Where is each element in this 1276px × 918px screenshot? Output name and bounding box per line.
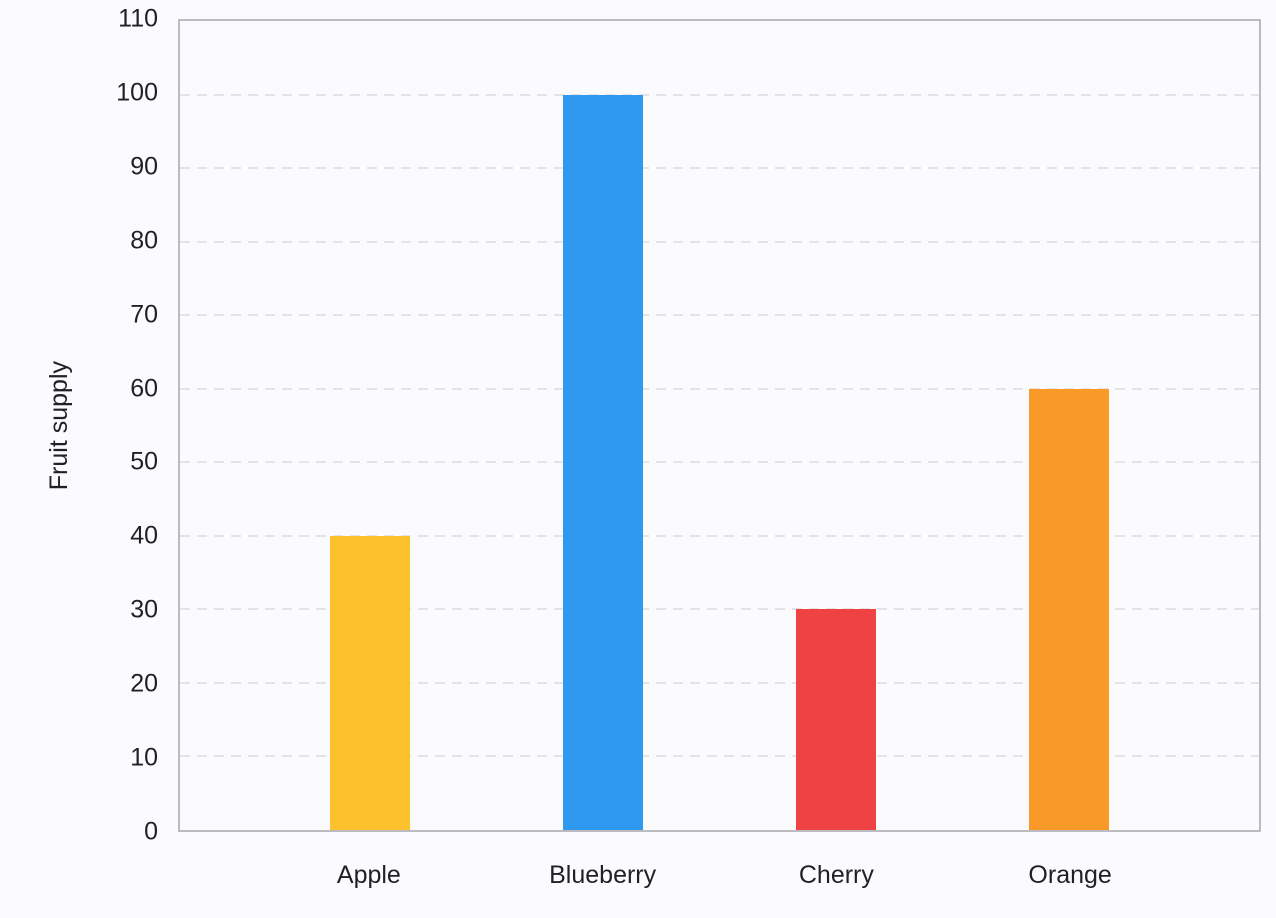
y-tick-label: 100: [116, 78, 158, 107]
bar-apple: [330, 535, 411, 830]
gridline: [180, 681, 1259, 684]
bar-slot: [487, 21, 720, 830]
bar-slot: [254, 21, 487, 830]
gridline: [180, 387, 1259, 390]
y-tick-label: 110: [118, 4, 158, 33]
gridline: [180, 93, 1259, 96]
gridline: [180, 755, 1259, 758]
x-tick-label: Cherry: [798, 861, 874, 889]
y-tick-label: 30: [130, 595, 158, 624]
bar-slot: [720, 21, 953, 830]
bars: [180, 21, 1259, 830]
x-tick-label: Blueberry: [549, 861, 657, 889]
y-tick-label: 90: [130, 152, 158, 181]
x-tick-label: Orange: [1028, 861, 1112, 889]
gridline: [180, 461, 1259, 464]
bar-orange: [1028, 388, 1109, 830]
y-tick-label: 60: [130, 374, 158, 403]
bar-blueberry: [563, 94, 644, 830]
bar-slot: [952, 21, 1185, 830]
y-tick-label: 20: [130, 669, 158, 698]
y-tick-label: 50: [130, 447, 158, 476]
gridline: [180, 240, 1259, 243]
gridline: [180, 608, 1259, 611]
y-tick-label: 0: [144, 817, 158, 846]
y-tick-label: 40: [130, 521, 158, 550]
y-tick-label: 10: [130, 743, 158, 772]
plot-area: [178, 19, 1261, 832]
y-tick-label: 80: [130, 226, 158, 255]
gridline: [180, 314, 1259, 317]
x-axis-labels: Apple Blueberry Cherry Orange: [178, 845, 1261, 905]
x-tick-label: Apple: [336, 861, 401, 889]
gridline: [180, 167, 1259, 170]
gridline: [180, 534, 1259, 537]
bar-cherry: [795, 609, 876, 830]
y-axis-ticks: 0 10 20 30 40 50 60 70 80 90 100 110: [0, 6, 158, 844]
y-tick-label: 70: [130, 300, 158, 329]
